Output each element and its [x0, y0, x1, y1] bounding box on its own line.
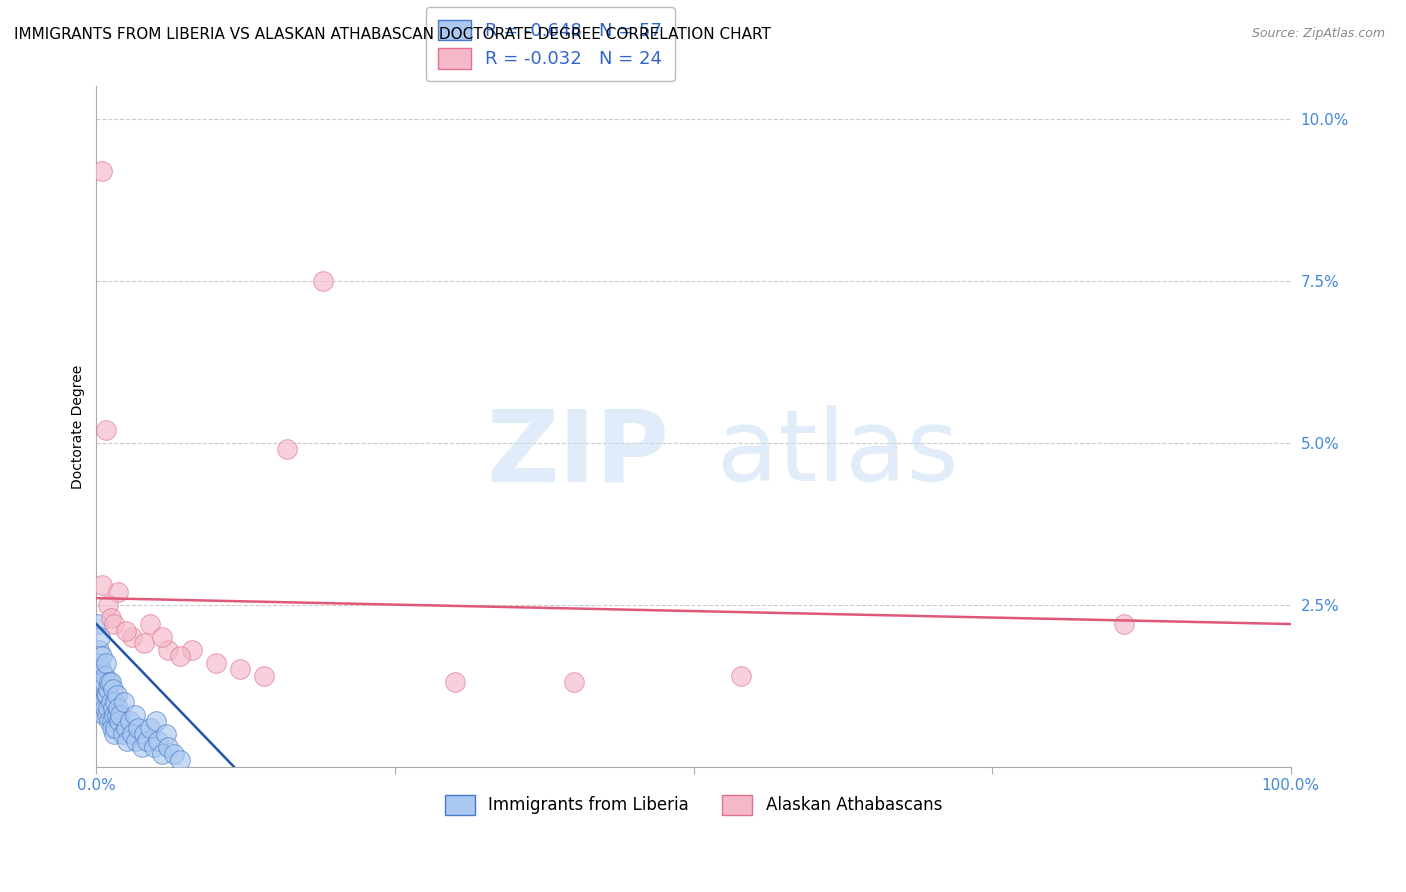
Point: [121, 630, 143, 644]
Point: [101, 714, 124, 729]
Point: [93, 669, 115, 683]
Point: [252, 669, 274, 683]
Point: [204, 656, 226, 670]
Point: [150, 630, 173, 644]
Point: [96, 707, 118, 722]
Point: [118, 714, 141, 729]
Point: [93, 701, 115, 715]
Point: [150, 747, 173, 761]
Point: [169, 649, 191, 664]
Point: [121, 727, 143, 741]
Point: [103, 707, 125, 722]
Point: [103, 727, 125, 741]
Point: [100, 695, 122, 709]
Text: Source: ZipAtlas.com: Source: ZipAtlas.com: [1251, 27, 1385, 40]
Point: [117, 733, 139, 747]
Point: [443, 675, 465, 690]
Point: [134, 727, 156, 741]
Point: [94, 423, 117, 437]
Point: [101, 721, 124, 735]
Point: [108, 714, 131, 729]
Point: [142, 740, 165, 755]
Point: [148, 733, 170, 747]
Point: [156, 740, 179, 755]
Point: [104, 695, 127, 709]
Point: [104, 721, 127, 735]
Point: [91, 649, 114, 664]
Legend: Immigrants from Liberia, Alaskan Athabascans: Immigrants from Liberia, Alaskan Athabas…: [437, 787, 950, 822]
Text: IMMIGRANTS FROM LIBERIA VS ALASKAN ATHABASCAN DOCTORATE DEGREE CORRELATION CHART: IMMIGRANTS FROM LIBERIA VS ALASKAN ATHAB…: [14, 27, 770, 42]
Point: [89, 630, 111, 644]
Point: [94, 688, 117, 702]
Point: [100, 610, 122, 624]
Point: [98, 675, 121, 690]
Point: [115, 624, 138, 638]
Point: [105, 707, 128, 722]
Point: [110, 707, 132, 722]
Point: [101, 681, 124, 696]
Point: [103, 617, 125, 632]
Point: [276, 442, 298, 457]
Point: [90, 675, 112, 690]
Point: [730, 669, 752, 683]
Point: [86, 617, 108, 632]
Point: [115, 721, 138, 735]
Point: [91, 695, 114, 709]
Text: atlas: atlas: [717, 405, 959, 502]
Point: [131, 740, 153, 755]
Point: [127, 721, 149, 735]
Point: [312, 274, 335, 288]
Point: [124, 707, 146, 722]
Point: [125, 733, 148, 747]
Point: [101, 701, 124, 715]
Point: [139, 617, 162, 632]
Point: [97, 701, 120, 715]
Point: [107, 584, 129, 599]
Point: [89, 669, 111, 683]
Point: [87, 643, 110, 657]
Point: [94, 656, 117, 670]
Point: [91, 578, 114, 592]
Point: [87, 656, 110, 670]
Point: [97, 598, 120, 612]
Text: ZIP: ZIP: [486, 405, 669, 502]
Point: [93, 675, 115, 690]
Point: [139, 721, 162, 735]
Point: [112, 695, 135, 709]
Point: [107, 701, 129, 715]
Point: [111, 727, 134, 741]
Y-axis label: Doctorate Degree: Doctorate Degree: [72, 364, 86, 489]
Point: [169, 753, 191, 767]
Point: [562, 675, 585, 690]
Point: [90, 662, 112, 676]
Point: [97, 681, 120, 696]
Point: [145, 714, 167, 729]
Point: [1112, 617, 1135, 632]
Point: [155, 727, 177, 741]
Point: [100, 675, 122, 690]
Point: [156, 643, 179, 657]
Point: [163, 747, 186, 761]
Point: [135, 733, 157, 747]
Point: [93, 707, 115, 722]
Point: [91, 163, 114, 178]
Point: [105, 688, 128, 702]
Point: [98, 714, 121, 729]
Point: [96, 688, 118, 702]
Point: [134, 636, 156, 650]
Point: [228, 662, 250, 676]
Point: [180, 643, 202, 657]
